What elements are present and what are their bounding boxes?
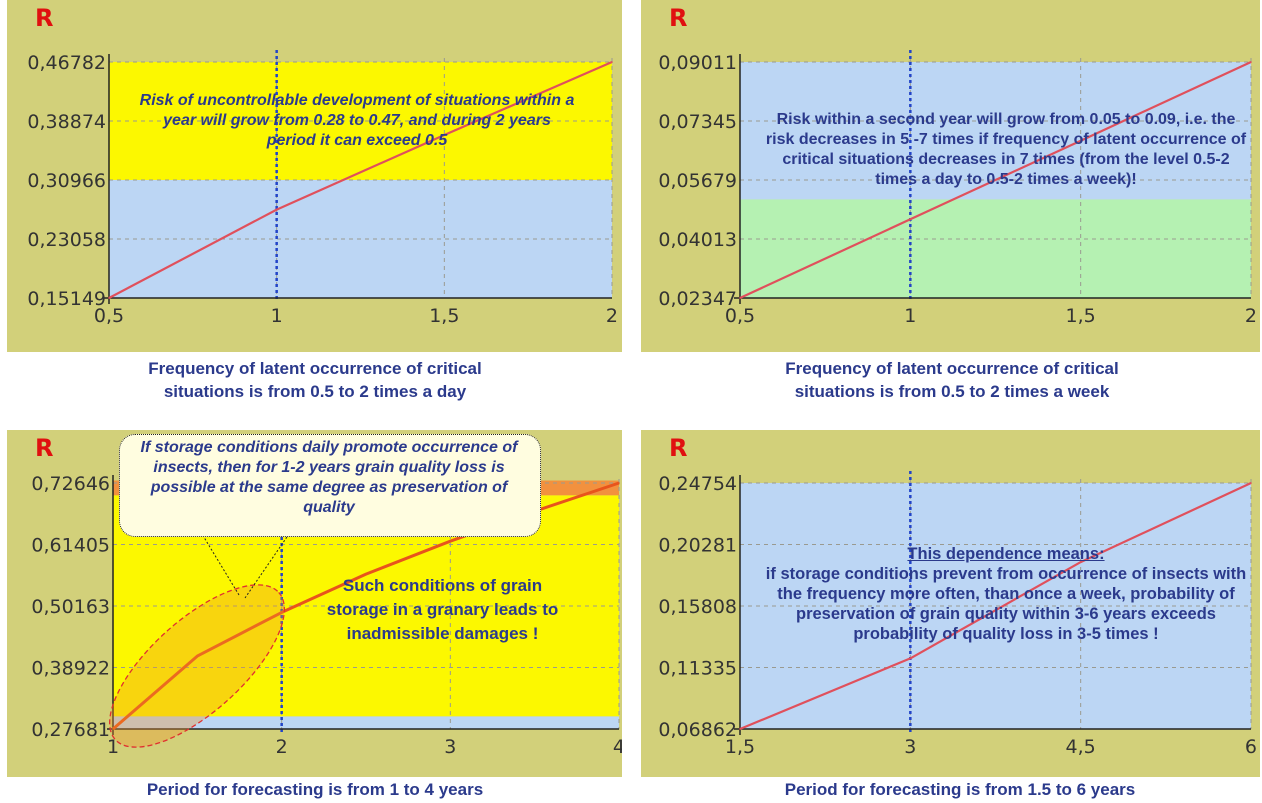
chart-br-xtick-label: 4,5 <box>1066 736 1096 758</box>
chart-tl-xtick-label: 2 <box>606 305 618 327</box>
chart-tr-ytick-label: 0,09011 <box>658 52 737 74</box>
chart-br-series-line <box>739 482 1252 731</box>
chart-tr-series-line <box>739 61 1252 299</box>
chart-br-data-point <box>739 728 741 730</box>
chart-bl-xtick-label: 3 <box>444 736 456 758</box>
chart-tr-ytick-label: 0,05679 <box>658 170 737 192</box>
chart-tl-data-point <box>275 208 278 211</box>
chart-br-ytick-label: 0,11335 <box>658 658 737 680</box>
chart-tl-data-point <box>443 134 446 136</box>
chart-tl-ytick-label: 0,23058 <box>27 229 106 251</box>
chart-br-data-point <box>1250 482 1252 484</box>
chart-bl-ytick-label: 0,61405 <box>31 535 110 557</box>
chart-bl-data-point <box>618 482 620 484</box>
chart-bl-data-point <box>280 611 283 614</box>
chart-tl-xtick-label: 1,5 <box>429 305 459 327</box>
chart-br-ytick-label: 0,15808 <box>658 596 737 618</box>
chart-tl-series-line <box>108 60 613 299</box>
chart-tl-y-axis-label: R <box>35 4 53 32</box>
chart-bl-ytick-label: 0,38922 <box>31 658 110 680</box>
chart-tl-caption: Frequency of latent occurrence of critic… <box>148 359 482 401</box>
chart-tl-xtick-label: 0,5 <box>94 305 124 327</box>
chart-bl-xtick-label: 2 <box>276 736 288 758</box>
chart-tr-xtick-label: 1,5 <box>1066 305 1096 327</box>
chart-bl-highlight-ellipse <box>109 584 285 748</box>
chart-tr-data-point <box>739 297 741 299</box>
chart-tr-band <box>740 199 1251 298</box>
chart-tr-data-point <box>1079 139 1082 142</box>
chart-bl-callout-text: If storage conditions daily promote occu… <box>140 439 518 516</box>
chart-tl-data-point <box>108 297 110 299</box>
chart-br-ytick-label: 0,06862 <box>658 719 737 741</box>
chart-bl-data-point <box>365 573 367 575</box>
chart-bl-data-point <box>449 540 452 543</box>
chart-tl-ytick-label: 0,46782 <box>27 52 106 74</box>
chart-tl-xtick-label: 1 <box>271 305 283 327</box>
chart-tr-y-axis-label: R <box>669 4 687 32</box>
chart-tr-data-point <box>909 218 912 221</box>
chart-bl-ytick-label: 0,50163 <box>31 596 110 618</box>
chart-bl-ytick-label: 0,72646 <box>31 473 110 495</box>
chart-panel-tl: 0,46782 0,38874 0,30966 0,23058 0,15149 0,5 1 1… <box>7 0 622 352</box>
chart-br-annotation-body: if storage conditions prevent from occur… <box>765 565 1247 643</box>
chart-tl-ytick-label: 0,30966 <box>27 170 106 192</box>
chart-tl-ytick-label: 0,15149 <box>27 288 106 310</box>
chart-br-annotation: This dependence means: if storage condit… <box>756 544 1256 644</box>
chart-tl-annotation: Risk of uncontrollable development of si… <box>139 92 575 149</box>
chart-br-xtick-label: 1,5 <box>725 736 755 758</box>
chart-panel-tr: 0,09011 0,07345 0,05679 0,04013 0,02347 0,5 1 1… <box>641 0 1260 352</box>
chart-bl-ytick-label: 0,27681 <box>31 719 110 741</box>
chart-tr-band <box>740 62 1251 200</box>
chart-tr-ytick-label: 0,07345 <box>658 111 737 133</box>
chart-br-data-point <box>1079 561 1082 563</box>
chart-br-ytick-label: 0,20281 <box>658 535 737 557</box>
chart-tr-xtick-label: 2 <box>1245 305 1257 327</box>
chart-panel-bl: 0,72646 0,61405 0,50163 0,38922 0,27681 1 2 3 4 R… <box>7 430 622 777</box>
chart-bl-xtick-label: 1 <box>107 736 119 758</box>
chart-br-data-point <box>909 657 912 660</box>
chart-br-annotation-title: This dependence means: <box>907 545 1105 563</box>
chart-br-y-axis-label: R <box>669 434 687 462</box>
chart-bl-xtick-label: 4 <box>613 736 622 758</box>
chart-tr-xtick-label: 1 <box>904 305 916 327</box>
chart-bl-callout-pointer <box>244 533 290 599</box>
chart-tr-data-point <box>1250 61 1252 63</box>
chart-bl-caption: Period for forecasting is from 1 to 4 ye… <box>146 780 484 799</box>
chart-tr-ytick-label: 0,02347 <box>658 288 737 310</box>
chart-tr-xtick-label: 0,5 <box>725 305 755 327</box>
chart-bl-band <box>113 716 619 729</box>
chart-bl-data-point <box>112 728 114 730</box>
chart-bl-callout-box <box>119 434 541 537</box>
chart-br-xtick-label: 3 <box>904 736 916 758</box>
chart-br-caption: Period for forecasting is from 1.5 to 6 … <box>784 780 1136 799</box>
chart-panel-br: 0,24754 0,20281 0,15808 0,11335 0,06862 1,5 3 4… <box>641 430 1260 777</box>
chart-bl-annotation: Such conditions of grain storage in a gr… <box>326 576 559 643</box>
chart-br-ytick-label: 0,24754 <box>658 473 737 495</box>
chart-br-xtick-label: 6 <box>1245 736 1257 758</box>
chart-bl-y-axis-label: R <box>35 434 53 462</box>
chart-tr-ytick-label: 0,04013 <box>658 229 737 251</box>
chart-tr-annotation: Risk within a second year will grow from… <box>765 111 1247 188</box>
chart-tr-caption: Frequency of latent occurrence of critic… <box>785 359 1119 401</box>
chart-bl-data-point <box>196 655 199 657</box>
chart-tl-ytick-label: 0,38874 <box>27 111 106 133</box>
chart-tl-data-point <box>611 61 613 63</box>
